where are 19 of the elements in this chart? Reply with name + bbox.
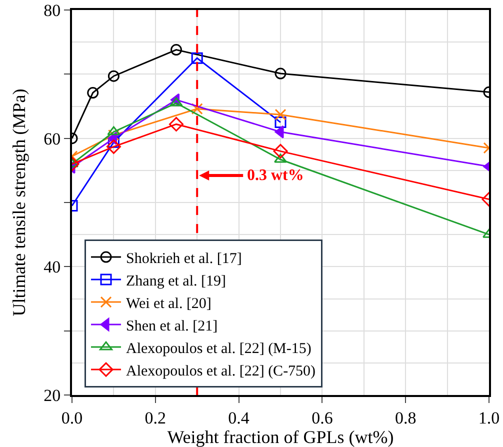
x-tick-label: 0.0: [61, 408, 83, 428]
x-tick-label: 0.8: [394, 408, 416, 428]
x-tick-label: 0.2: [144, 408, 166, 428]
y-tick-label: 40: [44, 258, 61, 277]
legend-label: Zhang et al. [19]: [126, 273, 226, 290]
y-axis-title: Ultimate tensile strength (MPa): [9, 88, 29, 316]
x-tick-label: 1.0: [478, 408, 500, 428]
legend-label: Alexopoulos et al. [22] (M-15): [126, 340, 312, 357]
legend-label: Shokrieh et al. [17]: [126, 250, 242, 267]
x-tick-label: 0.6: [312, 408, 333, 428]
ref-line-label: 0.3 wt%: [247, 167, 304, 184]
x-axis-title: Weight fraction of GPLs (wt%): [167, 427, 394, 447]
y-tick-label: 20: [44, 386, 61, 405]
y-tick-label: 60: [44, 129, 61, 148]
y-tick-label: 80: [44, 0, 61, 20]
legend-label: Wei et al. [20]: [126, 296, 212, 312]
legend-label: Alexopoulos et al. [22] (C-750): [126, 363, 316, 380]
x-tick-label: 0.4: [228, 408, 250, 428]
legend-label: Shen et al. [21]: [126, 318, 218, 334]
